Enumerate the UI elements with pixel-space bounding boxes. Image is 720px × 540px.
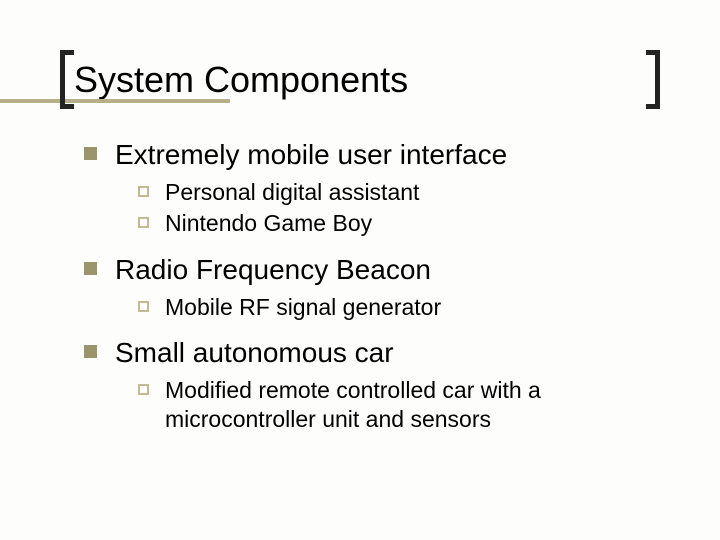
title-underline [0, 99, 230, 103]
sub-list: Mobile RF signal generator [84, 293, 660, 322]
list-item: Mobile RF signal generator [138, 293, 660, 322]
list-item-text: Extremely mobile user interface [115, 137, 507, 172]
hollow-square-bullet-icon [138, 301, 149, 312]
square-bullet-icon [84, 345, 97, 358]
hollow-square-bullet-icon [138, 186, 149, 197]
slide-title: System Components [74, 58, 646, 101]
list-item-text: Modified remote controlled car with a mi… [165, 376, 660, 434]
list-item-text: Personal digital assistant [165, 178, 419, 207]
list-item-text: Nintendo Game Boy [165, 209, 372, 238]
list-item: Small autonomous car [84, 335, 660, 370]
list-item-text: Small autonomous car [115, 335, 394, 370]
list-item: Modified remote controlled car with a mi… [138, 376, 660, 434]
list-item-text: Radio Frequency Beacon [115, 252, 431, 287]
bracket-right-icon [646, 50, 660, 109]
title-container: System Components [60, 50, 660, 109]
content-area: Extremely mobile user interface Personal… [60, 137, 660, 434]
slide: System Components Extremely mobile user … [0, 0, 720, 540]
list-item: Radio Frequency Beacon [84, 252, 660, 287]
sub-list: Personal digital assistant Nintendo Game… [84, 178, 660, 238]
hollow-square-bullet-icon [138, 217, 149, 228]
list-item: Personal digital assistant [138, 178, 660, 207]
square-bullet-icon [84, 147, 97, 160]
sub-list: Modified remote controlled car with a mi… [84, 376, 660, 434]
list-item: Extremely mobile user interface [84, 137, 660, 172]
hollow-square-bullet-icon [138, 384, 149, 395]
bracket-left-icon [60, 50, 74, 109]
square-bullet-icon [84, 262, 97, 275]
list-item-text: Mobile RF signal generator [165, 293, 441, 322]
list-item: Nintendo Game Boy [138, 209, 660, 238]
